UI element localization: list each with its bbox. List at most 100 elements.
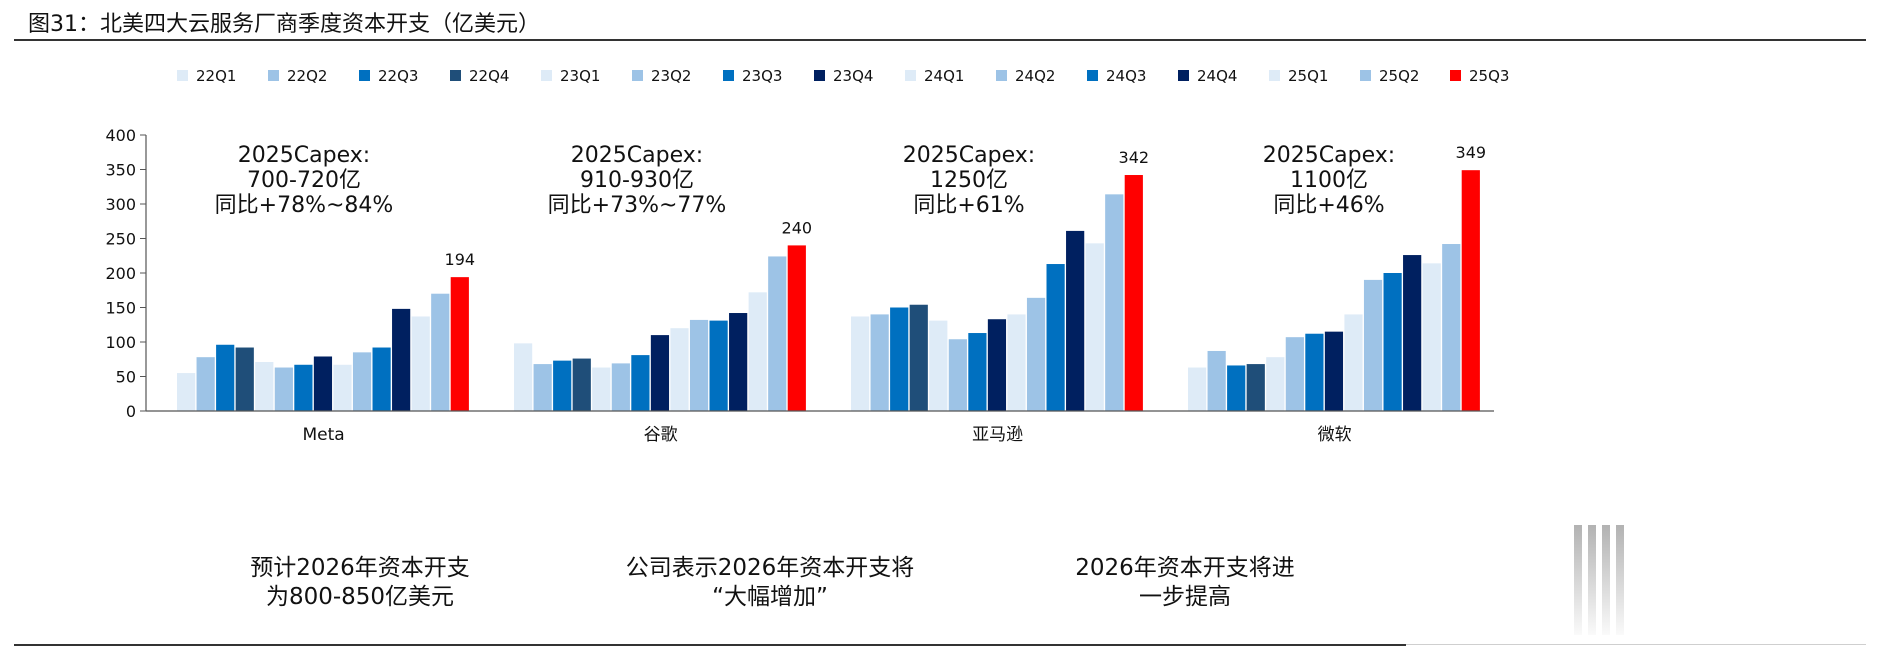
decorative-fade-stripes [1568, 525, 1628, 635]
annotation-text: 700-720亿 [247, 168, 361, 193]
bar-微软-23Q4 [1324, 331, 1344, 411]
bar-谷歌-22Q1 [514, 343, 533, 411]
bar-亚马逊-22Q3 [890, 307, 909, 411]
bar-Meta-22Q3 [216, 344, 235, 411]
bar-Meta-22Q2 [196, 357, 215, 411]
bar-谷歌-23Q2 [611, 363, 630, 411]
bar-微软-23Q2 [1285, 337, 1304, 411]
legend-label: 24Q2 [1015, 67, 1055, 85]
legend-label: 22Q4 [469, 67, 509, 85]
bar-亚马逊-25Q1 [1085, 243, 1104, 411]
bar-谷歌-24Q1 [670, 328, 689, 411]
bar-亚马逊-22Q2 [870, 314, 889, 411]
annotation-text: 同比+61% [913, 193, 1024, 218]
bar-谷歌-24Q3 [709, 320, 728, 411]
y-tick-label: 250 [105, 230, 136, 249]
legend-label: 25Q1 [1288, 67, 1328, 85]
bar-微软-25Q1 [1422, 263, 1441, 411]
y-tick-label: 350 [105, 161, 136, 180]
legend-swatch-22Q3 [359, 70, 370, 81]
note-amazon-line1: 2026年资本开支将进 [1075, 555, 1295, 581]
bar-谷歌-24Q2 [689, 319, 709, 411]
y-tick-label: 400 [105, 126, 136, 145]
legend-label: 24Q4 [1197, 67, 1237, 85]
legend-swatch-24Q4 [1178, 70, 1189, 81]
note-meta: 预计2026年资本开支 为800-850亿美元 [200, 554, 520, 612]
legend-label: 23Q4 [833, 67, 873, 85]
bar-谷歌-23Q1 [592, 367, 611, 411]
legend-label: 23Q2 [651, 67, 691, 85]
annotation-text: 2025Capex: [238, 143, 370, 168]
y-tick-label: 50 [116, 368, 136, 387]
annotation-text: 2025Capex: [1263, 143, 1395, 168]
legend-swatch-25Q1 [1269, 70, 1280, 81]
bar-谷歌-22Q2 [533, 364, 552, 411]
x-category-label: Meta [303, 425, 345, 445]
note-google-line1: 公司表示2026年资本开支将 [625, 555, 915, 581]
legend-swatch-25Q3 [1450, 70, 1461, 81]
title-rule [14, 39, 1866, 41]
bar-微软-23Q1 [1266, 357, 1285, 411]
bar-微软-22Q3 [1227, 365, 1246, 411]
legend-swatch-23Q2 [632, 70, 643, 81]
y-tick-label: 300 [105, 195, 136, 214]
bar-微软-22Q4 [1246, 364, 1265, 411]
bar-微软-23Q3 [1305, 333, 1324, 411]
bar-亚马逊-23Q1 [929, 320, 948, 411]
bar-谷歌-24Q4 [729, 313, 748, 411]
legend-label: 24Q1 [924, 67, 964, 85]
bar-谷歌-25Q1 [748, 292, 767, 411]
bar-谷歌-23Q3 [631, 355, 650, 411]
note-meta-line1: 预计2026年资本开支 [250, 555, 470, 581]
bar-Meta-24Q4 [392, 308, 411, 411]
annotation-text: 2025Capex: [571, 143, 703, 168]
note-amazon: 2026年资本开支将进 一步提高 [1025, 554, 1345, 612]
bar-Meta-24Q3 [372, 347, 391, 411]
bar-Meta-22Q4 [235, 347, 254, 411]
bar-微软-24Q3 [1383, 273, 1402, 411]
bar-微软-25Q3 [1461, 170, 1480, 411]
bar-亚马逊-24Q1 [1007, 314, 1026, 411]
bar-亚马逊-23Q3 [968, 333, 987, 411]
bar-微软-24Q2 [1363, 279, 1383, 411]
bar-微软-25Q2 [1442, 244, 1461, 411]
bar-Meta-24Q2 [352, 352, 372, 411]
legend-label: 25Q3 [1469, 67, 1509, 85]
bar-亚马逊-25Q2 [1105, 194, 1124, 411]
footer-rule [14, 644, 1406, 646]
data-label: 240 [782, 218, 813, 237]
annotation-text: 1250亿 [930, 168, 1008, 193]
note-meta-line2: 为800-850亿美元 [265, 584, 455, 610]
bar-谷歌-25Q3 [787, 245, 806, 411]
bar-亚马逊-24Q2 [1026, 297, 1046, 411]
legend-swatch-24Q3 [1087, 70, 1098, 81]
bar-微软-24Q4 [1403, 255, 1422, 411]
bar-Meta-22Q1 [177, 373, 196, 411]
data-label: 349 [1456, 143, 1487, 162]
annotation-text: 1100亿 [1290, 168, 1368, 193]
bar-亚马逊-23Q4 [987, 319, 1007, 411]
y-tick-label: 100 [105, 333, 136, 352]
bar-Meta-25Q1 [411, 316, 430, 411]
y-tick-label: 150 [105, 299, 136, 318]
legend-label: 23Q3 [742, 67, 782, 85]
note-amazon-line2: 一步提高 [1139, 584, 1231, 610]
bar-亚马逊-22Q1 [851, 316, 870, 411]
legend-swatch-22Q2 [268, 70, 279, 81]
note-google-line2: “大幅增加” [712, 584, 828, 610]
legend-swatch-23Q1 [541, 70, 552, 81]
bar-Meta-23Q3 [294, 364, 313, 411]
capex-bar-chart: 0 50 100 150 200 250 300 350 400 Meta 谷歌 亚马逊 微软 194 24… [105, 67, 1509, 445]
legend-label: 23Q1 [560, 67, 600, 85]
annotation-text: 同比+73%~77% [548, 193, 727, 218]
x-category-label: 亚马逊 [972, 425, 1023, 445]
legend-swatch-25Q2 [1360, 70, 1371, 81]
bar-亚马逊-24Q3 [1046, 264, 1065, 411]
annotation-text: 910-930亿 [580, 168, 694, 193]
bar-亚马逊-25Q3 [1124, 175, 1143, 411]
legend-label: 22Q1 [196, 67, 236, 85]
figure-title: 图31：北美四大云服务厂商季度资本开支（亿美元） [28, 12, 540, 37]
legend-swatch-23Q3 [723, 70, 734, 81]
bar-Meta-23Q1 [255, 362, 274, 411]
y-tick-label: 0 [126, 402, 136, 421]
